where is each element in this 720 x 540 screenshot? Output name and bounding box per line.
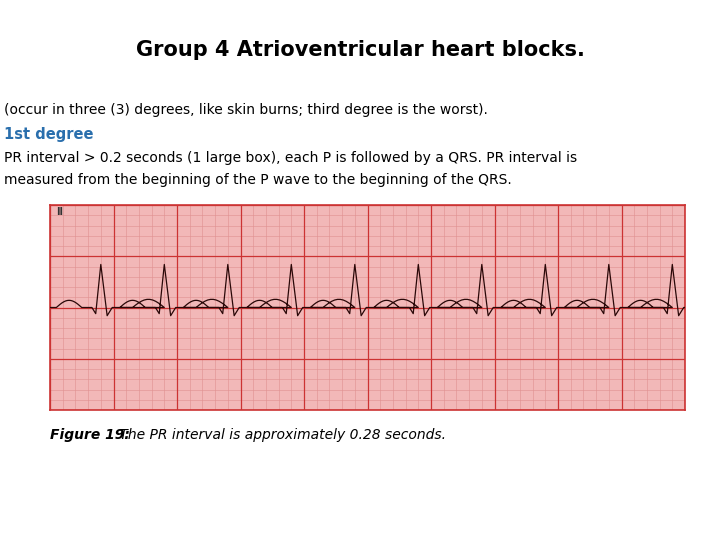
Text: 1st degree: 1st degree xyxy=(4,127,94,143)
Text: Figure 19:: Figure 19: xyxy=(50,428,130,442)
Text: Group 4 Atrioventricular heart blocks.: Group 4 Atrioventricular heart blocks. xyxy=(135,40,585,60)
Text: PR interval > 0.2 seconds (1 large box), each P is followed by a QRS. PR interva: PR interval > 0.2 seconds (1 large box),… xyxy=(4,151,577,165)
Text: II: II xyxy=(56,207,63,217)
Text: The PR interval is approximately 0.28 seconds.: The PR interval is approximately 0.28 se… xyxy=(115,428,446,442)
Text: measured from the beginning of the P wave to the beginning of the QRS.: measured from the beginning of the P wav… xyxy=(4,173,512,187)
Text: (occur in three (3) degrees, like skin burns; third degree is the worst).: (occur in three (3) degrees, like skin b… xyxy=(4,103,488,117)
